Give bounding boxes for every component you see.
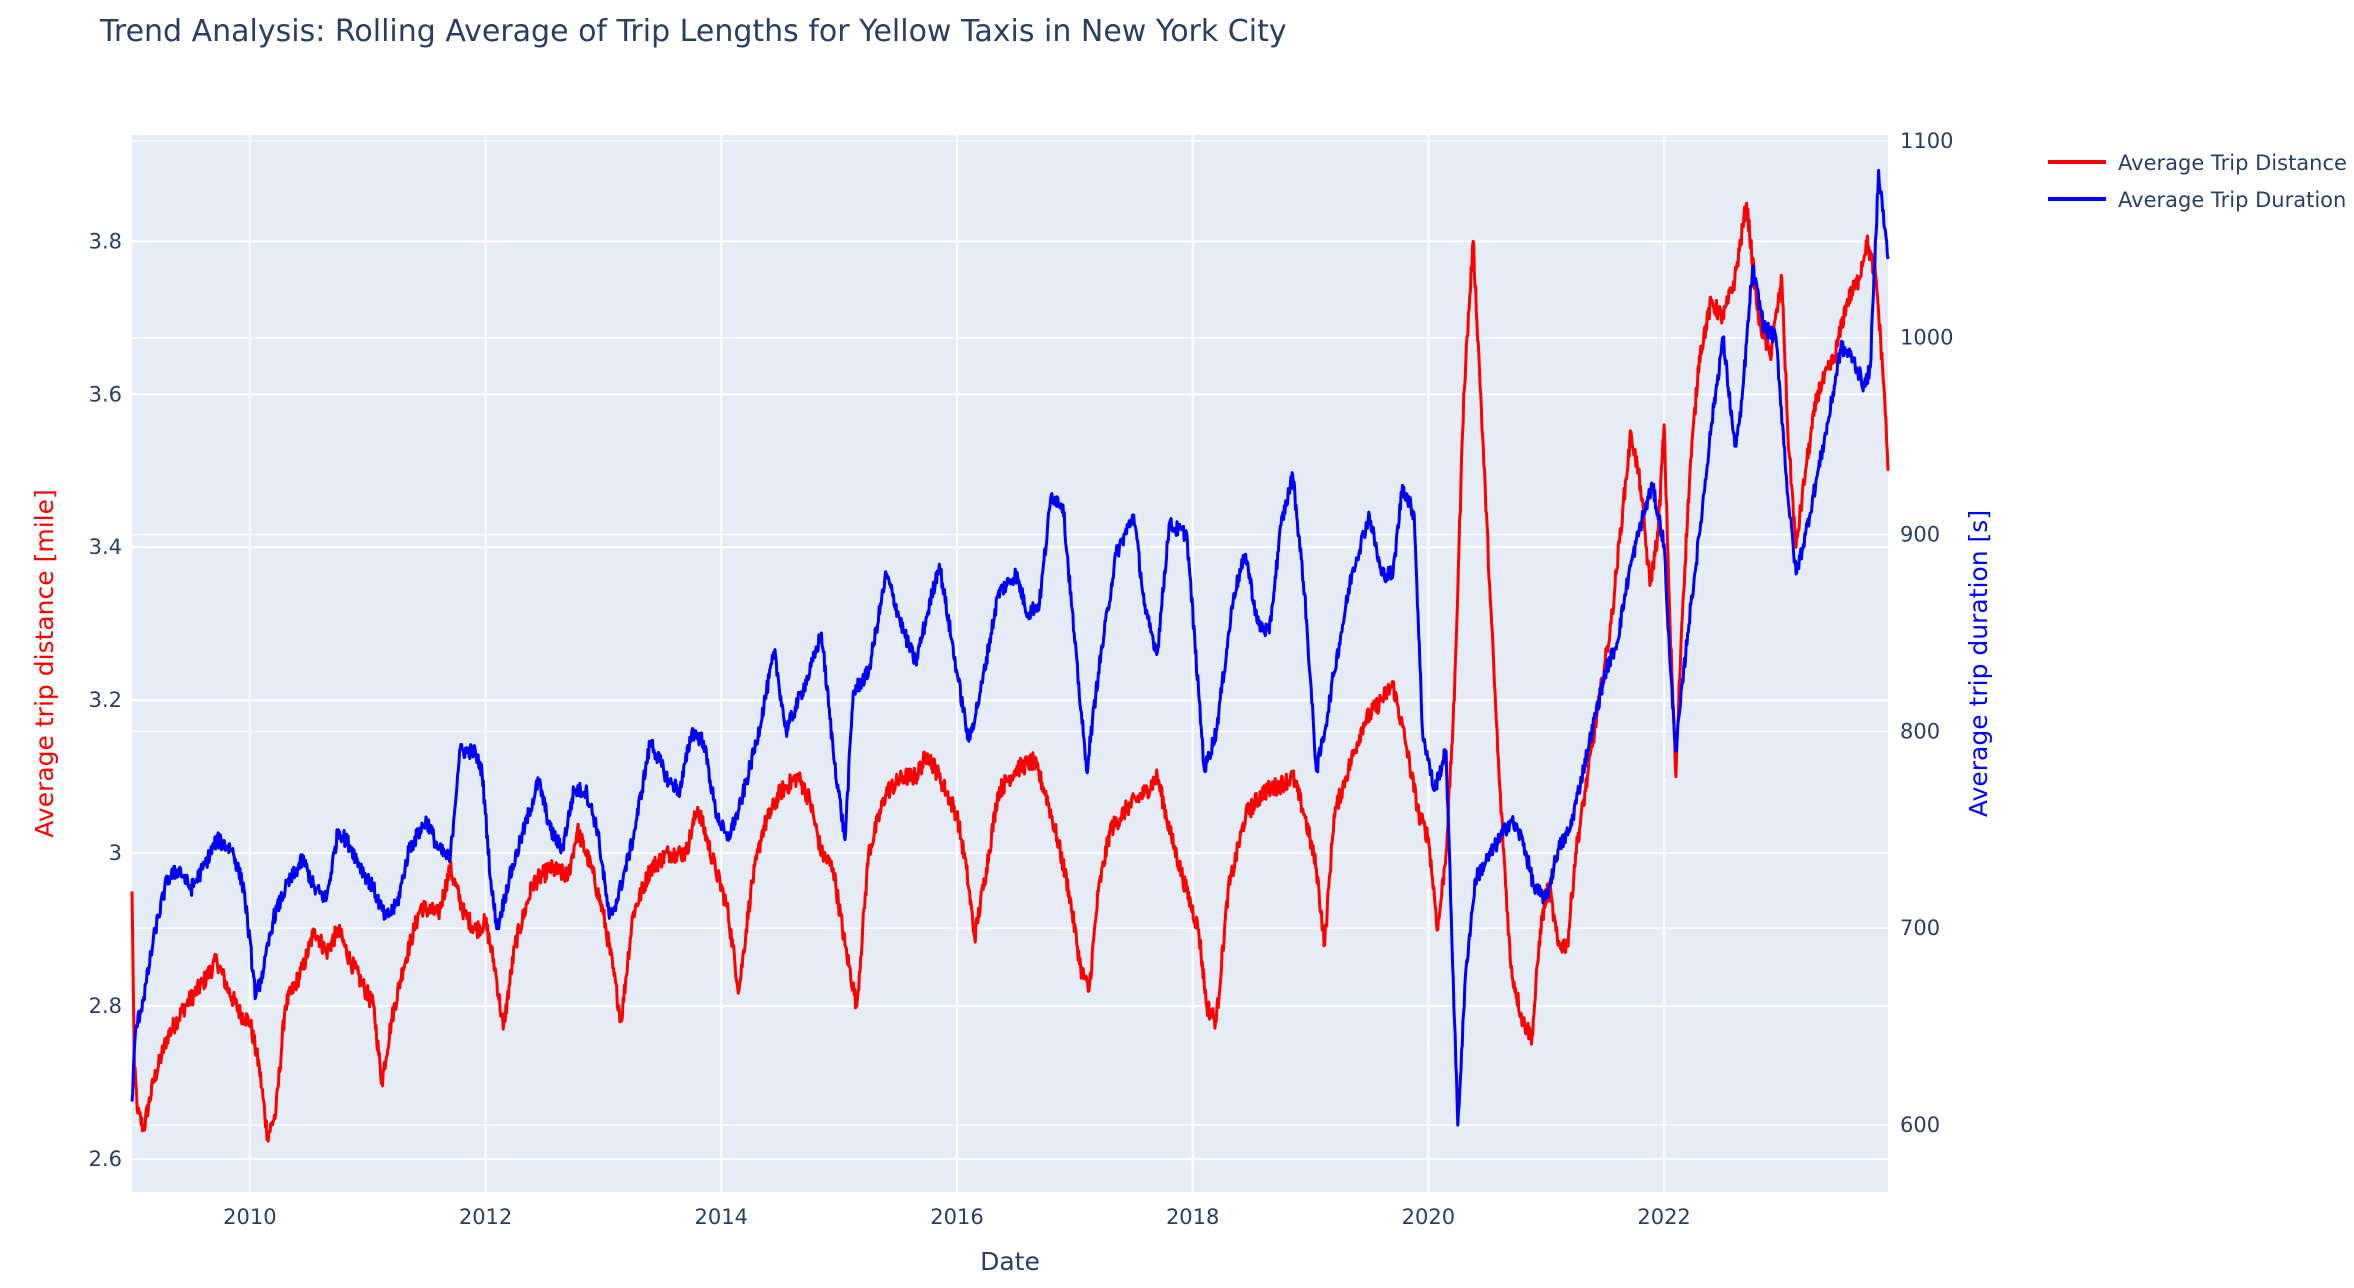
y-gridlines: [132, 140, 1888, 1161]
legend-label-distance[interactable]: Average Trip Distance: [2118, 151, 2347, 175]
x-tick-2016: 2016: [930, 1205, 983, 1229]
y-tick-3: 3: [109, 841, 122, 865]
y2-tick-800: 800: [1900, 719, 1940, 743]
y2-tick-labels: 600 700 800 900 1000 1100: [1900, 129, 1953, 1137]
chart-title: Trend Analysis: Rolling Average of Trip …: [99, 14, 1287, 49]
y2-tick-1000: 1000: [1900, 326, 1953, 350]
y2-tick-900: 900: [1900, 523, 1940, 547]
y-tick-2.8: 2.8: [89, 994, 122, 1018]
series-layer: [130, 168, 1890, 1143]
y-tick-3.6: 3.6: [89, 382, 122, 406]
y-tick-3.8: 3.8: [89, 229, 122, 253]
x-gridlines: [248, 135, 1666, 1192]
y2-tick-700: 700: [1900, 916, 1940, 940]
y-tick-2.6: 2.6: [89, 1147, 122, 1171]
legend: Average Trip Distance Average Trip Durat…: [2048, 151, 2347, 212]
x-tick-2022: 2022: [1637, 1205, 1690, 1229]
y2-tick-1100: 1100: [1900, 129, 1953, 153]
plot-area: [132, 135, 1888, 1192]
x-axis-title: Date: [980, 1247, 1040, 1276]
y-tick-labels: 2.6 2.8 3 3.2 3.4 3.6 3.8: [89, 229, 122, 1171]
y-tick-3.4: 3.4: [89, 535, 122, 559]
y-tick-3.2: 3.2: [89, 688, 122, 712]
x-tick-2014: 2014: [695, 1205, 748, 1229]
x-tick-labels: 2010 2012 2014 2016 2018 2020 2022: [223, 1205, 1691, 1229]
y2-tick-600: 600: [1900, 1113, 1940, 1137]
x-tick-2012: 2012: [459, 1205, 512, 1229]
y2-axis-title: Average trip duration [s]: [1964, 510, 1993, 817]
x-tick-2010: 2010: [223, 1205, 276, 1229]
y-axis-title: Average trip distance [mile]: [30, 489, 59, 837]
legend-label-duration[interactable]: Average Trip Duration: [2118, 188, 2346, 212]
series-line-duration: [130, 168, 1890, 1127]
x-tick-2020: 2020: [1402, 1205, 1455, 1229]
x-tick-2018: 2018: [1166, 1205, 1219, 1229]
